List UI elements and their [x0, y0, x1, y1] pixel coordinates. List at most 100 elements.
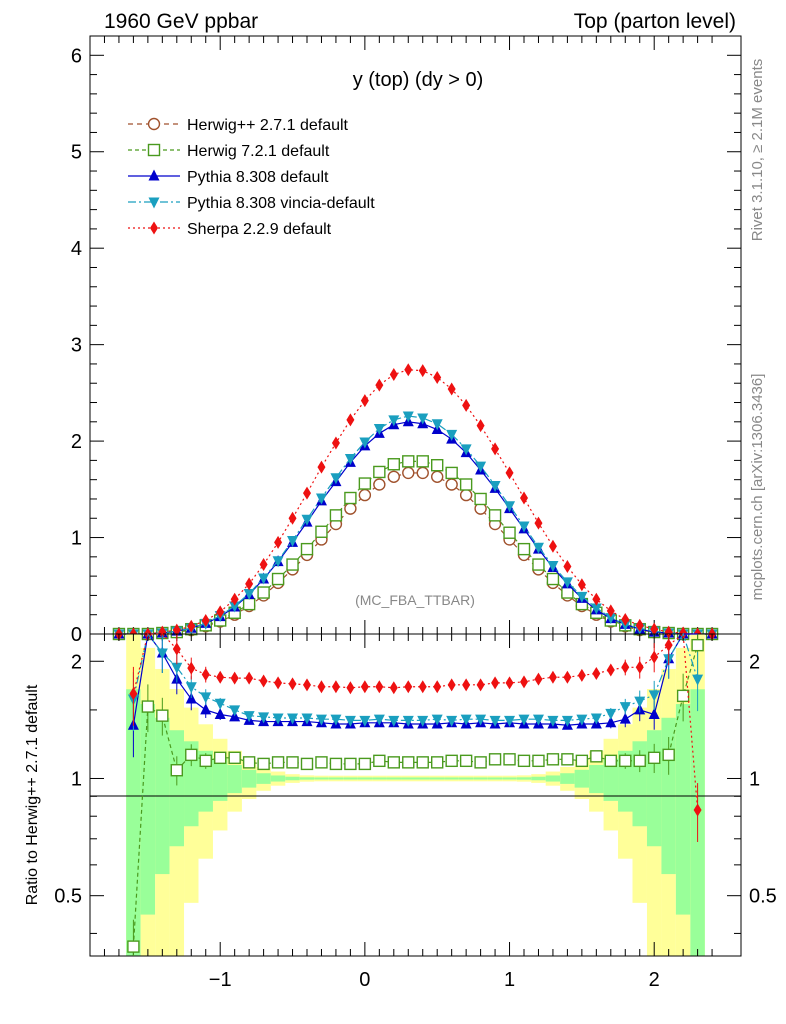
- legend-marker: [147, 143, 161, 157]
- ratio-line: [132, 644, 699, 947]
- data-point: [287, 535, 299, 547]
- ratio-point: [503, 753, 516, 766]
- ratio-band-inner: [256, 773, 271, 784]
- data-point: [547, 561, 559, 573]
- series-diamond: [114, 363, 717, 641]
- data-point: [389, 368, 398, 382]
- main-series: [112, 363, 719, 641]
- ratio-band-inner: [328, 777, 344, 780]
- data-point: [418, 364, 427, 378]
- ratio-point: [418, 680, 427, 694]
- data-point: [344, 453, 356, 465]
- ratio-point: [243, 711, 255, 723]
- data-point: [546, 572, 560, 586]
- data-point: [375, 378, 384, 392]
- data-point: [315, 525, 328, 538]
- ratio-band-inner: [531, 776, 546, 781]
- rivet-label: Rivet 3.1.10, ≥ 2.1M events: [749, 59, 766, 242]
- data-point: [505, 466, 514, 480]
- legend-item: Pythia 8.308 vincia-default: [128, 195, 375, 212]
- ratio-point: [359, 715, 371, 727]
- ratio-point: [650, 650, 659, 664]
- data-point: [358, 488, 372, 502]
- data-point: [431, 419, 443, 431]
- legend-label: Pythia 8.308 vincia-default: [187, 195, 375, 212]
- data-point: [216, 605, 225, 619]
- ratio-point: [693, 803, 702, 817]
- data-point: [257, 586, 270, 599]
- data-point: [561, 577, 573, 589]
- ratio-band-inner: [603, 758, 619, 801]
- ratio-point: [258, 712, 270, 724]
- data-point: [532, 558, 545, 571]
- ratio-point: [375, 680, 384, 694]
- ratio-point: [272, 713, 284, 725]
- data-point: [532, 542, 544, 554]
- ratio-point: [214, 698, 226, 710]
- data-point: [258, 573, 270, 585]
- data-point: [635, 618, 644, 632]
- series-line: [118, 460, 713, 635]
- ratio-band-inner: [372, 777, 387, 780]
- legend-label: Sherpa 2.2.9 default: [187, 221, 332, 238]
- data-point: [650, 622, 659, 636]
- ratio-point: [141, 700, 155, 713]
- ratio-point: [648, 751, 661, 765]
- ratio-point: [288, 677, 297, 691]
- data-point: [518, 521, 530, 533]
- ratio-point: [605, 708, 617, 720]
- ratio-point: [561, 753, 574, 766]
- ratio-ytick-label-right: 2: [749, 651, 760, 673]
- ratio-point: [245, 671, 254, 685]
- ratio-point: [331, 680, 340, 694]
- ratio-point: [561, 715, 573, 727]
- data-point: [445, 478, 458, 491]
- main-ytick-label: 4: [71, 238, 82, 260]
- data-point: [300, 542, 314, 556]
- data-point: [346, 413, 355, 427]
- ratio-point: [404, 680, 413, 694]
- ratio-point: [199, 754, 212, 768]
- ratio-point: [648, 707, 660, 719]
- data-point: [577, 578, 586, 592]
- mcplots-label: mcplots.cern.ch [arXiv:1306.3436]: [749, 374, 766, 601]
- data-point: [447, 382, 456, 396]
- ratio-band-inner: [227, 765, 242, 794]
- ratio-point: [563, 670, 572, 684]
- data-point: [387, 470, 400, 483]
- ratio-series-open-square: [127, 634, 704, 956]
- xtick-label: 0: [359, 969, 370, 991]
- data-point: [476, 419, 485, 433]
- main-ytick-label: 5: [71, 142, 82, 164]
- data-point: [534, 516, 543, 530]
- data-point: [475, 461, 487, 473]
- legend-label: Herwig++ 2.7.1 default: [187, 117, 349, 134]
- ratio-point: [546, 753, 560, 766]
- data-point: [172, 623, 181, 637]
- ratio-series-triangle-down: [127, 632, 704, 732]
- data-point: [317, 460, 326, 474]
- ratio-line: [132, 632, 699, 721]
- data-point: [329, 509, 343, 522]
- data-point: [242, 597, 256, 611]
- ratio-point: [330, 714, 342, 726]
- ratio-point: [460, 714, 472, 726]
- xtick-label: 2: [649, 969, 660, 991]
- ratio-point: [590, 750, 603, 763]
- ratio-ytick-label: 1: [71, 768, 82, 790]
- ratio-band-inner: [444, 777, 459, 780]
- ratio-point: [200, 703, 212, 715]
- ratio-point: [329, 757, 343, 771]
- main-axes: 0 1 2 3 4 5 6: [71, 36, 741, 646]
- ratio-line: [132, 632, 699, 811]
- data-point: [563, 559, 572, 573]
- data-point: [358, 477, 372, 490]
- ratio-point: [605, 716, 617, 728]
- ratio-point: [230, 671, 239, 685]
- ratio-series: [127, 632, 704, 956]
- data-point: [158, 625, 167, 639]
- data-point: [344, 491, 357, 505]
- ratio-point: [360, 680, 369, 694]
- ratio-line: [132, 632, 698, 726]
